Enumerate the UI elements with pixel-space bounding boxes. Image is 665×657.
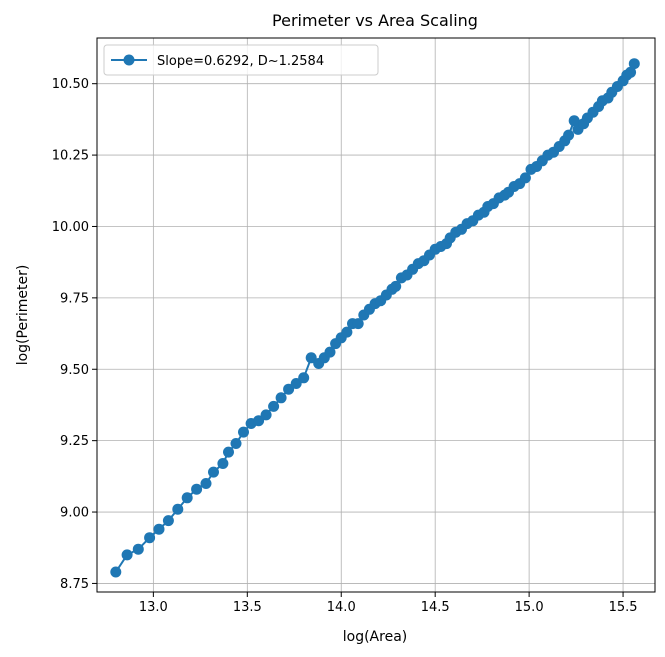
tick-layer: 13.0 13.5 14.0 14.5 15.0 15.5 8.75 9.00 9.25 9.50… [52, 77, 638, 615]
x-tick-label: 13.5 [233, 600, 262, 615]
data-point [181, 492, 193, 504]
data-point [324, 346, 336, 358]
data-point [238, 426, 249, 438]
data-point [275, 392, 287, 404]
data-point [172, 503, 184, 515]
data-point [260, 409, 272, 421]
data-point [110, 566, 122, 578]
y-tick-label: 9.00 [60, 506, 89, 521]
legend-point-marker [123, 54, 135, 66]
data-point [268, 400, 280, 412]
data-point [298, 372, 310, 384]
data-point [217, 458, 229, 469]
y-tick-label: 8.75 [60, 577, 89, 592]
x-tick-label: 14.5 [421, 600, 450, 615]
x-tick-label: 13.0 [139, 600, 168, 615]
data-point [568, 115, 580, 127]
data-point [519, 172, 531, 184]
data-point [230, 438, 242, 449]
plot-frame [96, 37, 656, 593]
grid-layer [97, 38, 655, 592]
data-point [341, 326, 353, 338]
data-point [223, 446, 234, 458]
y-tick-label: 9.25 [60, 434, 89, 449]
data-point [162, 515, 174, 527]
x-tick-label: 15.0 [515, 600, 544, 615]
data-point [253, 415, 265, 427]
series-line [114, 63, 636, 573]
data-point [563, 129, 575, 141]
x-tick-label: 14.0 [327, 600, 356, 615]
chart-title: Perimeter vs Area Scaling [272, 11, 478, 30]
legend: Slope=0.6292, D~1.2584 [103, 44, 379, 76]
data-point [200, 478, 212, 489]
data-point [628, 58, 640, 70]
data-point [132, 543, 144, 555]
y-tick-label: 9.50 [60, 363, 89, 378]
data-point [305, 352, 317, 364]
y-tick-label: 10.50 [52, 77, 89, 92]
data-point [352, 318, 364, 330]
y-axis-label: log(Perimeter) [15, 265, 31, 366]
y-tick-label: 10.00 [52, 220, 89, 235]
data-point [208, 466, 219, 478]
data-point [390, 280, 402, 292]
data-point [153, 523, 165, 535]
data-point [121, 549, 133, 561]
y-tick-label: 9.75 [60, 291, 89, 306]
x-axis-label: log(Area) [343, 629, 407, 645]
y-tick-label: 10.25 [52, 149, 89, 164]
data-layer [110, 58, 640, 578]
data-point [290, 378, 302, 389]
x-tick-label: 15.5 [609, 600, 638, 615]
legend-box [103, 44, 379, 76]
legend-label: Slope=0.6292, D~1.2584 [157, 54, 324, 69]
data-point [283, 383, 295, 395]
data-point [144, 532, 156, 544]
data-point [625, 66, 637, 78]
data-point [191, 483, 203, 495]
